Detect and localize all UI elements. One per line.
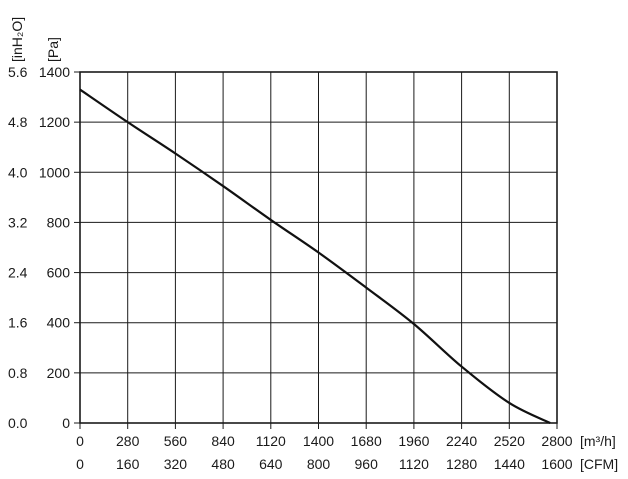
m3h-tick-label: 560 xyxy=(164,433,188,449)
m3h-tick-label: 2520 xyxy=(494,433,525,449)
inh2o-tick-label: 1.6 xyxy=(8,315,28,331)
inh2o-tick-label: 0.0 xyxy=(8,415,28,431)
cfm-tick-label: 640 xyxy=(259,456,283,472)
m3h-unit-label: [m³/h] xyxy=(580,433,616,449)
m3h-tick-labels: 0 280 560 840 1120 1400 1680 1960 2240 2520 2800 xyxy=(76,433,573,449)
axis-unit-labels: [inH₂O] [Pa] [m³/h] [CFM] xyxy=(9,17,618,472)
inh2o-tick-label: 2.4 xyxy=(8,265,28,281)
m3h-tick-label: 1680 xyxy=(351,433,382,449)
m3h-tick-label: 280 xyxy=(116,433,140,449)
cfm-tick-label: 800 xyxy=(307,456,331,472)
curve-layer xyxy=(79,88,551,424)
m3h-tick-label: 0 xyxy=(76,433,84,449)
cfm-tick-labels: 0 160 320 480 640 800 960 1120 1280 1440 1600 xyxy=(76,456,573,472)
m3h-tick-label: 1400 xyxy=(303,433,334,449)
cfm-tick-label: 480 xyxy=(211,456,235,472)
m3h-tick-label: 2800 xyxy=(541,433,572,449)
cfm-tick-label: 320 xyxy=(164,456,188,472)
cfm-tick-label: 1120 xyxy=(399,456,429,472)
cfm-tick-label: 1600 xyxy=(541,456,572,472)
m3h-tick-label: 1960 xyxy=(398,433,429,449)
m3h-tick-label: 840 xyxy=(211,433,235,449)
inh2o-tick-label: 0.8 xyxy=(8,365,28,381)
pa-tick-label: 400 xyxy=(47,315,71,331)
cfm-tick-label: 960 xyxy=(355,456,379,472)
inh2o-tick-labels: 0.0 0.8 1.6 2.4 3.2 4.0 4.8 5.6 xyxy=(8,64,28,431)
cfm-tick-label: 0 xyxy=(76,456,84,472)
inh2o-tick-label: 4.0 xyxy=(8,164,28,180)
pa-tick-labels: 0 200 400 600 800 1000 1200 1400 xyxy=(39,64,70,431)
pa-unit-label: [Pa] xyxy=(45,37,61,62)
pressure-curve-line xyxy=(79,88,551,424)
pa-tick-label: 600 xyxy=(47,265,71,281)
pa-tick-label: 800 xyxy=(47,214,71,230)
pa-tick-label: 1000 xyxy=(39,164,70,180)
cfm-tick-label: 1280 xyxy=(446,456,477,472)
inh2o-tick-label: 4.8 xyxy=(8,114,28,130)
cfm-tick-label: 160 xyxy=(116,456,140,472)
m3h-tick-label: 1120 xyxy=(256,433,286,449)
pa-tick-label: 0 xyxy=(62,415,70,431)
m3h-tick-label: 2240 xyxy=(446,433,477,449)
pa-tick-label: 1400 xyxy=(39,64,70,80)
inh2o-tick-label: 3.2 xyxy=(8,214,28,230)
inh2o-tick-label: 5.6 xyxy=(8,64,28,80)
pa-tick-label: 200 xyxy=(47,365,71,381)
inh2o-unit-label: [inH₂O] xyxy=(9,17,25,62)
pa-tick-label: 1200 xyxy=(39,114,70,130)
cfm-tick-label: 1440 xyxy=(494,456,525,472)
cfm-unit-label: [CFM] xyxy=(580,456,618,472)
plot-frame xyxy=(79,71,558,424)
